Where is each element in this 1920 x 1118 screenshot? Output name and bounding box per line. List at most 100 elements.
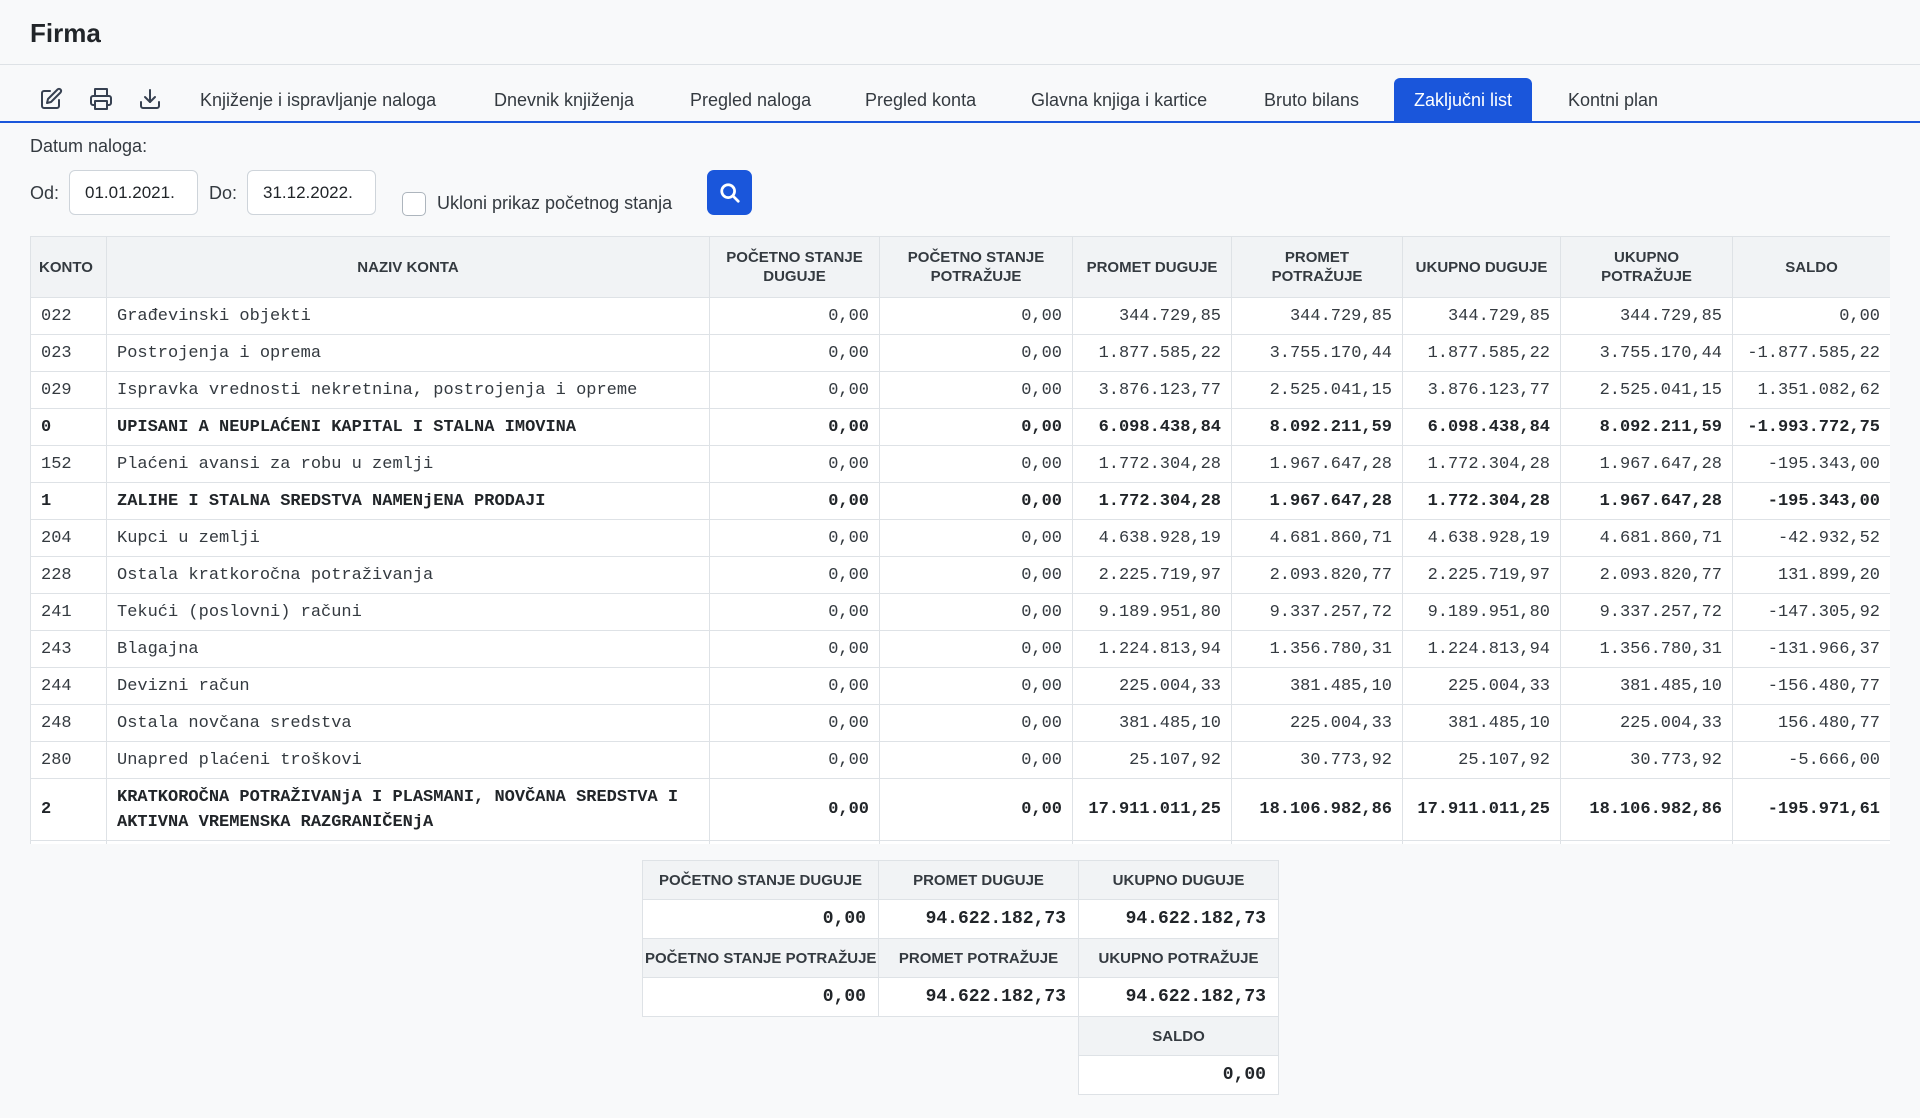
opening-debit-cell: 0,00 (709, 445, 880, 483)
column-header[interactable]: POČETNO STANJE DUGUJE (709, 236, 880, 298)
total-debit-cell: 381.485,10 (1402, 704, 1561, 742)
column-header[interactable]: PROMET POTRAŽUJE (1231, 236, 1403, 298)
turnover-debit-cell: 2.225.719,97 (1072, 556, 1232, 594)
table-row[interactable]: 022 Građevinski objekti 0,00 0,00 344.729,85… (30, 297, 1890, 335)
edit-icon[interactable] (36, 84, 66, 114)
total-debit-cell: 225.004,33 (1402, 667, 1561, 705)
table-row[interactable]: 023 Postrojenja i oprema 0,00 0,00 1.877.585… (30, 334, 1890, 372)
total-credit-cell: 30.773,92 (1560, 741, 1733, 779)
table-row[interactable] (30, 840, 1890, 844)
konto-cell: 243 (30, 630, 107, 668)
turnover-credit-cell: 381.485,10 (1231, 667, 1403, 705)
tab-pregled-konta[interactable]: Pregled konta (865, 90, 977, 110)
opening-credit-cell: 0,00 (879, 778, 1073, 841)
opening-credit-cell: 0,00 (879, 482, 1073, 520)
column-header[interactable]: POČETNO STANJE POTRAŽUJE (879, 236, 1073, 298)
column-header[interactable]: SALDO (1732, 236, 1890, 298)
opening-credit-cell: 0,00 (879, 445, 1073, 483)
naziv-cell: Ostala novčana sredstva (106, 704, 710, 742)
column-header[interactable]: NAZIV KONTA (106, 236, 710, 298)
opening-debit-cell: 0,00 (709, 593, 880, 631)
tab-bruto-bilans[interactable]: Bruto bilans (1264, 90, 1360, 110)
total-debit-cell: 3.876.123,77 (1402, 371, 1561, 409)
table-row[interactable]: 0 UPISANI A NEUPLAĆENI KAPITAL I STALNA I… (30, 408, 1890, 446)
total-credit-cell: 9.337.257,72 (1560, 593, 1733, 631)
table-row[interactable]: 029 Ispravka vrednosti nekretnina, postro… (30, 371, 1890, 409)
total-debit-cell: 1.772.304,28 (1402, 445, 1561, 483)
column-header[interactable]: UKUPNO DUGUJE (1402, 236, 1561, 298)
table-row[interactable]: 228 Ostala kratkoročna potraživanja 0,00 0,… (30, 556, 1890, 594)
table-row[interactable]: 241 Tekući (poslovni) računi 0,00 0,00 9.189… (30, 593, 1890, 631)
total-credit-cell: 4.681.860,71 (1560, 519, 1733, 557)
tab-glavna-knjiga[interactable]: Glavna knjiga i kartice (1031, 90, 1208, 110)
table-row[interactable]: 244 Devizni račun 0,00 0,00 225.004,33 381.48… (30, 667, 1890, 705)
naziv-cell: Tekući (poslovni) računi (106, 593, 710, 631)
opening-debit-cell: 0,00 (709, 408, 880, 446)
total-debit-cell: 1.772.304,28 (1402, 482, 1561, 520)
date-from-input[interactable] (69, 170, 198, 215)
print-icon[interactable] (86, 84, 116, 114)
konto-cell: 244 (30, 667, 107, 705)
tab-pregled-naloga[interactable]: Pregled naloga (690, 90, 812, 110)
table-row[interactable]: 1 ZALIHE I STALNA SREDSTVA NAMENjENA PROD… (30, 482, 1890, 520)
column-header[interactable]: PROMET DUGUJE (1072, 236, 1232, 298)
turnover-debit-cell: 1.877.585,22 (1072, 334, 1232, 372)
total-credit-cell: 2.525.041,15 (1560, 371, 1733, 409)
totals-table: POČETNO STANJE DUGUJE PROMET DUGUJE UKUP… (642, 860, 1279, 1095)
column-header[interactable]: KONTO (30, 236, 107, 298)
totals-value: 94.622.182,73 (1078, 899, 1279, 939)
saldo-cell: 156.480,77 (1732, 704, 1890, 742)
saldo-cell: -1.877.585,22 (1732, 334, 1890, 372)
table-row[interactable]: 280 Unapred plaćeni troškovi 0,00 0,00 25.10… (30, 741, 1890, 779)
naziv-cell: Postrojenja i oprema (106, 334, 710, 372)
tab-knjizenje[interactable]: Knjiženje i ispravljanje naloga (200, 90, 437, 110)
total-credit-cell: 381.485,10 (1560, 667, 1733, 705)
total-debit-cell: 1.224.813,94 (1402, 630, 1561, 668)
opening-debit-cell: 0,00 (709, 741, 880, 779)
total-credit-cell: 2.093.820,77 (1560, 556, 1733, 594)
naziv-cell: Ostala kratkoročna potraživanja (106, 556, 710, 594)
tab-kontni-plan[interactable]: Kontni plan (1568, 90, 1659, 110)
tab-zakljucni-list[interactable]: Zaključni list (1394, 78, 1533, 122)
saldo-cell: -131.966,37 (1732, 630, 1890, 668)
konto-cell: 2 (30, 778, 107, 841)
konto-cell (30, 840, 107, 844)
trial-balance-table-container[interactable]: KONTO NAZIV KONTA POČETNO STANJE DUGUJE … (30, 236, 1890, 844)
to-label: Do: (209, 183, 238, 203)
turnover-debit-cell: 9.189.951,80 (1072, 593, 1232, 631)
konto-cell: 204 (30, 519, 107, 557)
table-row[interactable]: 243 Blagajna 0,00 0,00 1.224.813,94 1.356.780… (30, 630, 1890, 668)
turnover-credit-cell: 1.967.647,28 (1231, 445, 1403, 483)
opening-debit-cell: 0,00 (709, 630, 880, 668)
table-row[interactable]: 204 Kupci u zemlji 0,00 0,00 4.638.928,19 4.6… (30, 519, 1890, 557)
search-button[interactable] (707, 170, 752, 215)
column-header[interactable]: UKUPNO POTRAŽUJE (1560, 236, 1733, 298)
totals-value: 0,00 (642, 977, 879, 1017)
hide-opening-balance-label: Ukloni prikaz početnog stanja (437, 193, 673, 213)
opening-credit-cell: 0,00 (879, 741, 1073, 779)
turnover-credit-cell: 4.681.860,71 (1231, 519, 1403, 557)
table-row[interactable]: 152 Plaćeni avansi za robu u zemlji 0,00 0,… (30, 445, 1890, 483)
turnover-credit-cell: 18.106.982,86 (1231, 778, 1403, 841)
totals-value: 94.622.182,73 (878, 977, 1079, 1017)
konto-cell: 029 (30, 371, 107, 409)
total-credit-cell: 344.729,85 (1560, 297, 1733, 335)
hide-opening-balance-checkbox[interactable] (402, 192, 426, 216)
total-credit-cell: 3.755.170,44 (1560, 334, 1733, 372)
date-to-input[interactable] (247, 170, 376, 215)
turnover-debit-cell: 225.004,33 (1072, 667, 1232, 705)
download-icon[interactable] (135, 84, 165, 114)
table-row[interactable]: 2 KRATKOROČNA POTRAŽIVANjA I PLASMANI, NO… (30, 778, 1890, 841)
turnover-credit-cell: 225.004,33 (1231, 704, 1403, 742)
turnover-debit-cell: 4.638.928,19 (1072, 519, 1232, 557)
date-filter-title: Datum naloga: (30, 136, 148, 156)
saldo-header: SALDO (1078, 1016, 1279, 1056)
turnover-credit-cell: 3.755.170,44 (1231, 334, 1403, 372)
opening-credit-cell: 0,00 (879, 519, 1073, 557)
opening-debit-cell: 0,00 (709, 704, 880, 742)
tab-dnevnik-knjizenja[interactable]: Dnevnik knjiženja (494, 90, 635, 110)
total-debit-cell: 6.098.438,84 (1402, 408, 1561, 446)
table-row[interactable]: 248 Ostala novčana sredstva 0,00 0,00 381.48… (30, 704, 1890, 742)
saldo-cell: 1.351.082,62 (1732, 371, 1890, 409)
opening-credit-cell: 0,00 (879, 556, 1073, 594)
